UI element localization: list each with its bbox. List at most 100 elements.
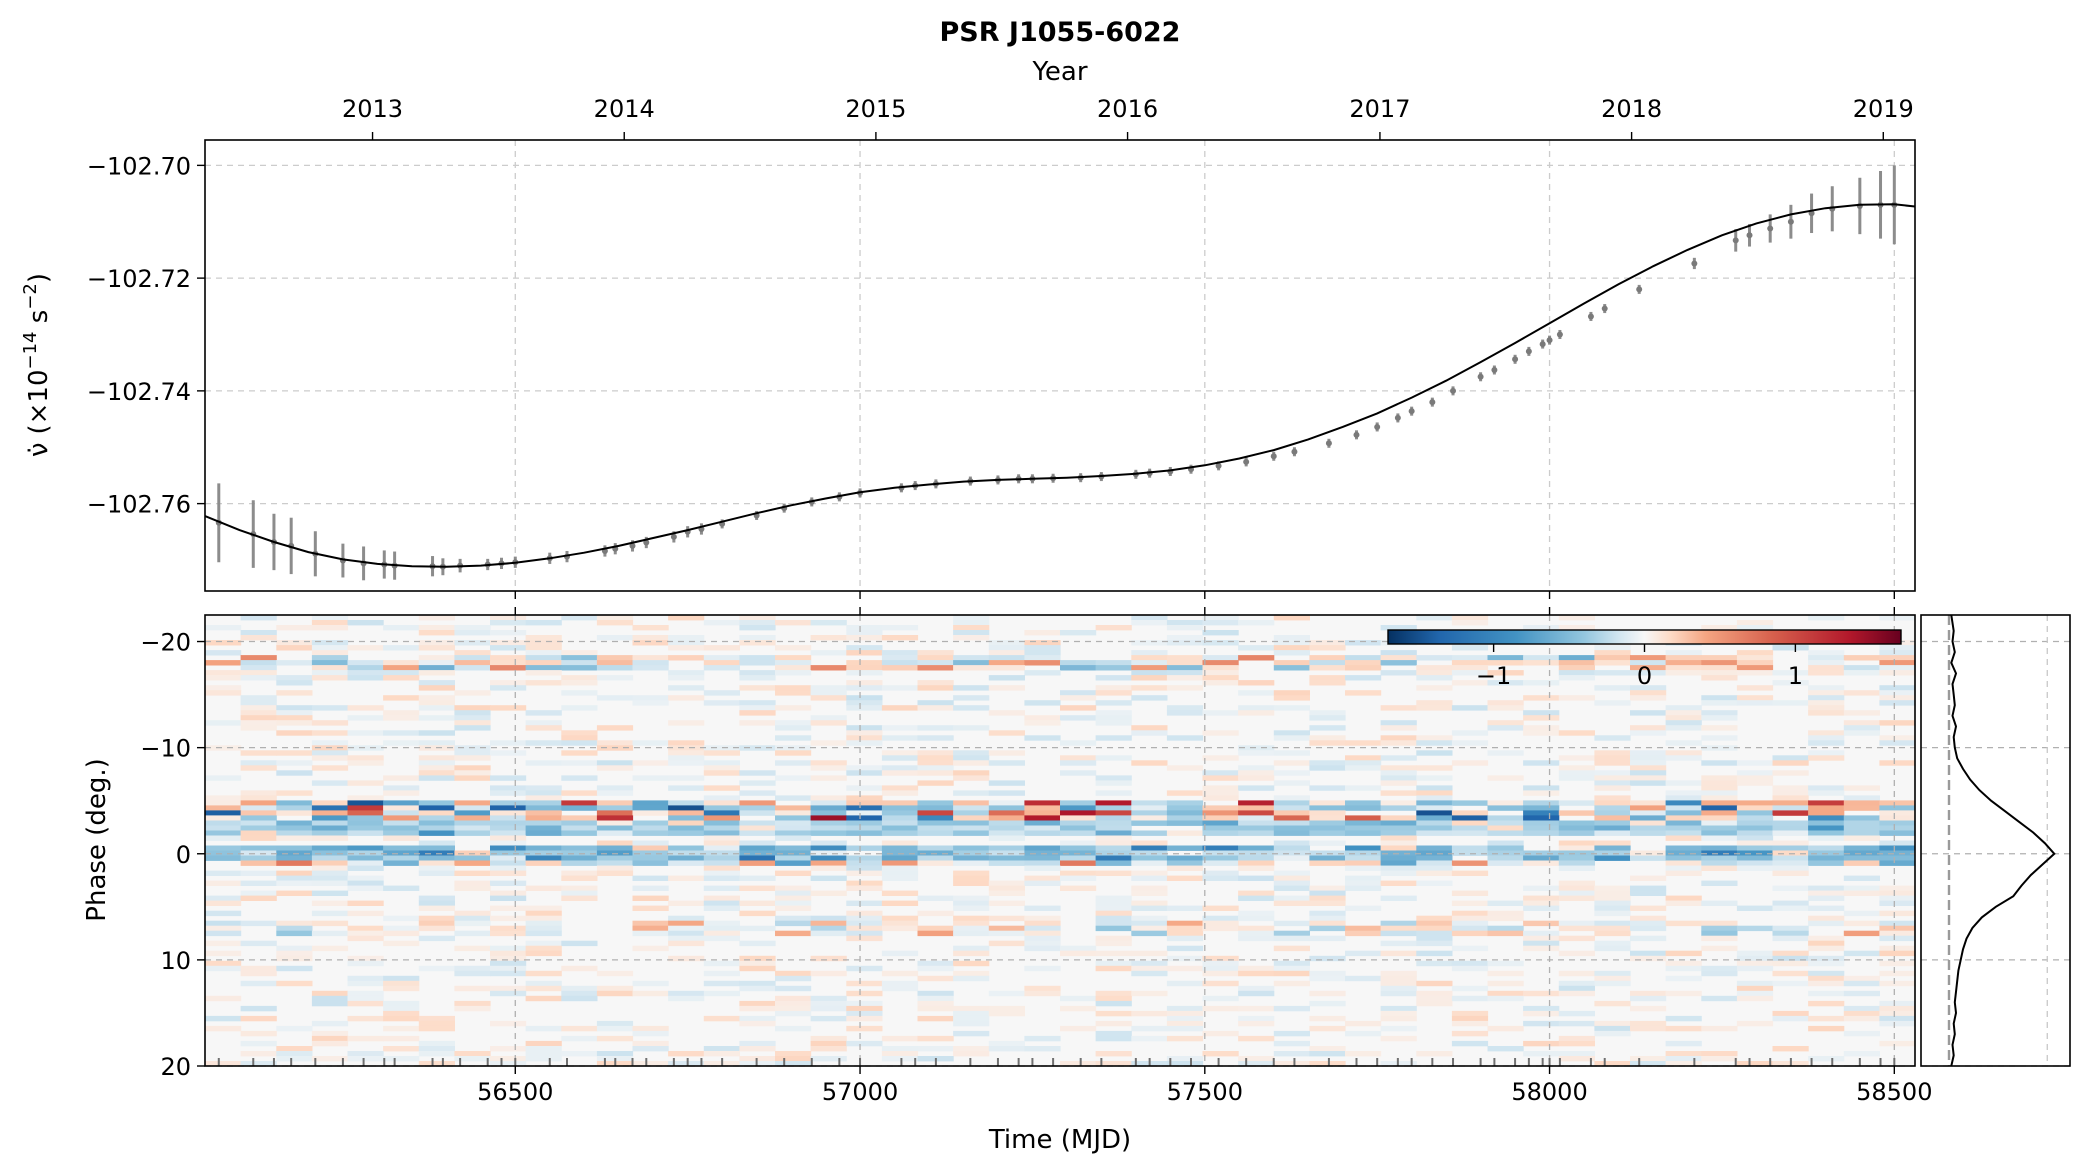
heatmap-cell-87-37 — [1523, 1051, 1560, 1057]
heatmap-cell-48-42 — [1701, 855, 1738, 861]
heatmap-cell-39-28 — [1202, 810, 1239, 816]
heatmap-cell-88-38 — [1558, 1056, 1595, 1062]
heatmap-cell-74-16 — [775, 985, 812, 992]
heatmap-cell-48-45 — [1808, 855, 1845, 861]
heatmap-cell-48-6 — [418, 855, 455, 861]
heatmap-cell-62-47 — [1879, 925, 1915, 932]
heatmap-cell-27-10 — [561, 750, 598, 756]
heatmap-cell-32-25 — [1095, 775, 1132, 781]
heatmap-cell-64-31 — [1309, 935, 1346, 942]
heatmap-cell-12-42 — [1701, 675, 1738, 681]
heatmap-cell-52-40 — [1630, 875, 1667, 881]
heatmap-cell-68-4 — [347, 955, 384, 962]
nudot-symbol: ν̇ — [24, 443, 54, 458]
heatmap-cell-1-35 — [1451, 620, 1489, 626]
heatmap-cell-6-4 — [347, 645, 384, 651]
heatmap-cell-19-7 — [454, 710, 491, 716]
heatmap-cell-11-39 — [1594, 670, 1631, 676]
heatmap-cell-47-13 — [668, 850, 705, 856]
heatmap-cell-31-24 — [1060, 770, 1097, 776]
heatmap-cell-49-19 — [881, 860, 919, 866]
heatmap-cell-54-22 — [988, 885, 1025, 891]
heatmap-cell-38-4 — [347, 805, 384, 811]
heatmap-cell-83-12 — [632, 1030, 669, 1037]
heatmap-cell-42-33 — [1380, 825, 1417, 831]
heatmap-cell-43-22 — [988, 830, 1025, 836]
heatmap-cell-48-33 — [1380, 855, 1417, 861]
heatmap-cell-62-2 — [276, 925, 313, 932]
heatmap-cell-45-24 — [1060, 840, 1097, 846]
heatmap-cell-82-41 — [1665, 1025, 1702, 1032]
heatmap-cell-43-45 — [1808, 830, 1845, 836]
heatmap-cell-23-38 — [1558, 730, 1595, 736]
heatmap-cell-70-10 — [561, 965, 598, 972]
heatmap-cell-39-29 — [1238, 810, 1275, 816]
heatmap-cell-16-1 — [240, 695, 277, 701]
heatmap-cell-37-24 — [1060, 800, 1097, 806]
heatmap-cell-71-44 — [1772, 970, 1809, 977]
heatmap-cell-23-46 — [1843, 730, 1880, 736]
year-tick-label-2: 2015 — [845, 95, 906, 123]
heatmap-cell-63-4 — [347, 930, 384, 937]
heatmap-cell-22-11 — [596, 725, 634, 731]
heatmap-cell-48-11 — [596, 855, 634, 861]
heatmap-cell-54-4 — [347, 885, 384, 891]
heatmap-x-tick-label-4: 58500 — [1856, 1078, 1932, 1106]
heatmap-cell-82-2 — [276, 1025, 313, 1032]
heatmap-cell-21-46 — [1843, 720, 1880, 726]
heatmap-cell-64-14 — [703, 935, 740, 942]
heatmap-cell-9-12 — [632, 660, 669, 666]
nudot-y-tick-label-2: −102.74 — [87, 378, 191, 406]
heatmap-cell-9-7 — [454, 660, 491, 666]
heatmap-cell-28-4 — [347, 755, 384, 761]
heatmap-cell-28-28 — [1202, 755, 1239, 761]
heatmap-cell-69-25 — [1095, 960, 1132, 967]
heatmap-cell-51-28 — [1202, 870, 1239, 876]
heatmap-cell-88-29 — [1238, 1056, 1275, 1062]
heatmap-cell-25-12 — [632, 740, 669, 746]
heatmap-cell-46-22 — [988, 845, 1025, 851]
heatmap-cell-28-44 — [1772, 755, 1809, 761]
heatmap-cell-37-42 — [1701, 800, 1738, 806]
heatmap-cell-44-22 — [988, 835, 1025, 841]
heatmap-cell-86-23 — [1024, 1046, 1061, 1052]
heatmap-cell-78-5 — [383, 1005, 420, 1012]
heatmap-cell-71-47 — [1879, 970, 1915, 977]
heatmap-cell-81-15 — [739, 1020, 776, 1027]
heatmap-cell-87-16 — [775, 1051, 812, 1057]
heatmap-cell-52-24 — [1060, 875, 1097, 881]
heatmap-x-tick-label-2: 57500 — [1167, 1078, 1243, 1106]
heatmap-cell-57-35 — [1451, 900, 1489, 906]
heatmap-cell-21-41 — [1665, 720, 1702, 726]
heatmap-cell-49-24 — [1060, 860, 1097, 866]
heatmap-cell-46-26 — [1131, 845, 1168, 851]
heatmap-cell-14-26 — [1131, 685, 1168, 691]
heatmap-cell-59-47 — [1879, 910, 1915, 917]
colorbar-tick-label-0: −1 — [1476, 662, 1511, 690]
heatmap-cell-47-14 — [703, 850, 740, 856]
heatmap-cell-18-10 — [561, 705, 598, 711]
heatmap-cell-7-17 — [810, 650, 847, 656]
heatmap-cell-48-32 — [1345, 855, 1382, 861]
heatmap-cell-18-30 — [1273, 705, 1310, 711]
heatmap-cell-13-37 — [1523, 680, 1560, 686]
heatmap-cell-59-18 — [846, 910, 883, 917]
heatmap-cell-25-24 — [1060, 740, 1097, 746]
heatmap-cell-63-14 — [703, 930, 740, 937]
heatmap-cell-66-30 — [1273, 945, 1310, 952]
heatmap-cell-31-18 — [846, 770, 883, 776]
heatmap-cell-32-28 — [1202, 775, 1239, 781]
heatmap-cell-71-28 — [1202, 970, 1239, 977]
heatmap-cell-43-13 — [668, 830, 705, 836]
heatmap-cell-62-12 — [632, 925, 669, 932]
heatmap-cell-44-33 — [1380, 835, 1417, 841]
heatmap-cell-62-27 — [1166, 925, 1204, 932]
heatmap-cell-85-9 — [525, 1040, 562, 1047]
heatmap-cell-41-0 — [205, 820, 242, 826]
heatmap-cell-22-40 — [1630, 725, 1667, 731]
nudot-grid — [205, 140, 1915, 591]
heatmap-cell-60-22 — [988, 915, 1025, 922]
heatmap-cell-12-3 — [311, 675, 349, 681]
heatmap-cell-37-23 — [1024, 800, 1061, 806]
